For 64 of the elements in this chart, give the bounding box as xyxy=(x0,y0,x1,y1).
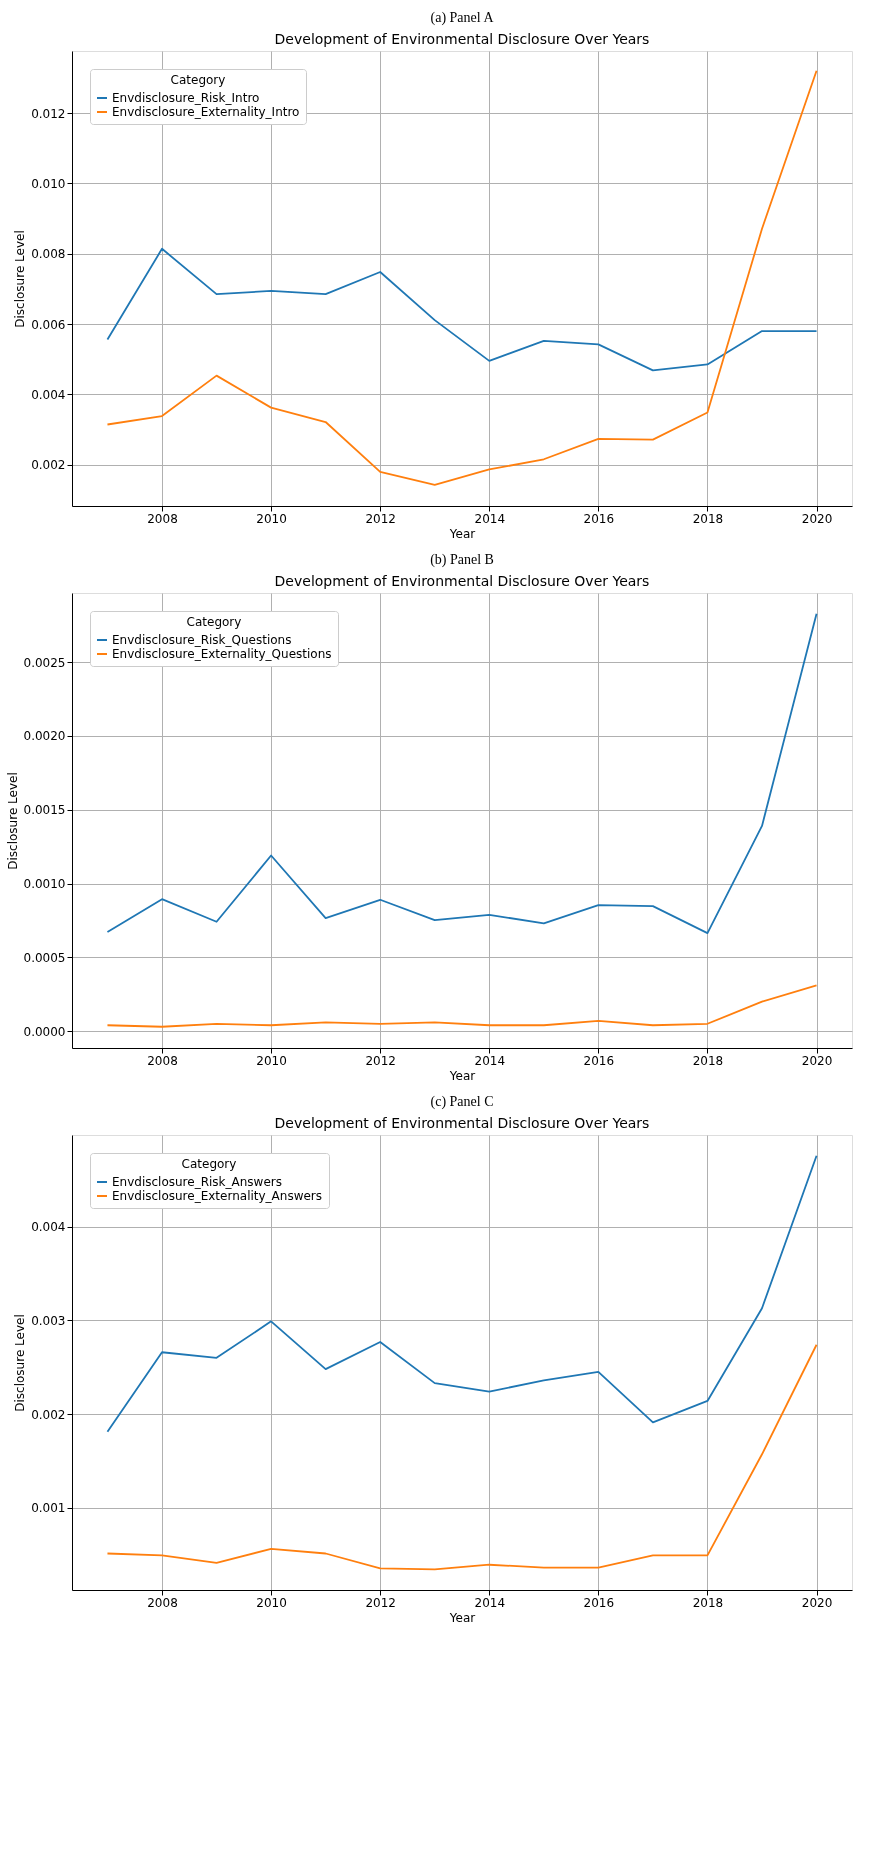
line-series xyxy=(106,1154,818,1433)
y-tick-label: 0.0015 xyxy=(23,803,66,818)
y-tick-label: 0.012 xyxy=(31,106,66,121)
y-tick-label: 0.0000 xyxy=(23,1024,66,1039)
legend-title: Category xyxy=(181,1157,237,1171)
x-axis-title: Year xyxy=(448,526,476,541)
x-tick-label: 2012 xyxy=(365,1053,396,1068)
x-tick-label: 2008 xyxy=(147,1053,178,1068)
x-tick-label: 2016 xyxy=(583,511,615,526)
x-tick-label: 2018 xyxy=(692,511,724,526)
line-series xyxy=(106,984,818,1028)
x-tick-label: 2008 xyxy=(147,1595,178,1610)
legend-label: Envdisclosure_Externality_Answers xyxy=(112,1189,323,1203)
y-tick-label: 0.004 xyxy=(31,1220,66,1235)
text: (a) Panel A xyxy=(430,10,495,26)
legend-label: Envdisclosure_Risk_Questions xyxy=(112,633,292,647)
text: (c) Panel C xyxy=(430,1094,494,1110)
x-axis-title: Year xyxy=(448,1610,476,1625)
x-tick-label: 2018 xyxy=(692,1053,724,1068)
x-tick-label: 2010 xyxy=(256,1053,287,1068)
legend-label: Envdisclosure_Risk_Answers xyxy=(112,1175,282,1189)
x-tick-label: 2016 xyxy=(583,1595,615,1610)
text: (b) Panel B xyxy=(430,552,494,568)
y-axis-title: Disclosure Level xyxy=(13,1314,28,1412)
y-tick-label: 0.010 xyxy=(31,176,66,191)
x-tick-label: 2016 xyxy=(583,1053,615,1068)
legend-label: Envdisclosure_Risk_Intro xyxy=(112,91,260,105)
x-tick-label: 2010 xyxy=(256,1595,287,1610)
legend-label: Envdisclosure_Externality_Questions xyxy=(112,647,332,661)
y-tick-label: 0.004 xyxy=(31,387,66,402)
y-tick-label: 0.0010 xyxy=(23,877,66,892)
x-tick-label: 2012 xyxy=(365,511,396,526)
x-tick-label: 2020 xyxy=(801,1595,833,1610)
chart-title: Development of Environmental Disclosure Over Years xyxy=(274,573,650,589)
y-tick-label: 0.0025 xyxy=(23,655,66,670)
legend-title: Category xyxy=(170,73,226,87)
y-tick-label: 0.002 xyxy=(31,1407,66,1422)
x-tick-label: 2020 xyxy=(801,511,833,526)
y-tick-label: 0.003 xyxy=(31,1313,66,1328)
chart-title: Development of Environmental Disclosure Over Years xyxy=(274,1115,650,1131)
x-tick-label: 2014 xyxy=(474,511,506,526)
line-series xyxy=(106,247,818,372)
line-series xyxy=(106,69,818,486)
y-tick-label: 0.002 xyxy=(31,458,66,473)
legend-title: Category xyxy=(186,615,242,629)
y-tick-label: 0.001 xyxy=(31,1501,66,1516)
x-tick-label: 2020 xyxy=(801,1053,833,1068)
x-tick-label: 2008 xyxy=(147,511,178,526)
line-series xyxy=(106,1343,818,1571)
y-axis-title: Disclosure Level xyxy=(5,772,20,870)
x-tick-label: 2014 xyxy=(474,1053,506,1068)
y-tick-label: 0.0005 xyxy=(23,950,66,965)
x-axis-title: Year xyxy=(448,1068,476,1083)
y-tick-label: 0.0020 xyxy=(23,729,66,744)
x-tick-label: 2018 xyxy=(692,1595,724,1610)
line-series xyxy=(106,612,818,935)
x-tick-label: 2014 xyxy=(474,1595,506,1610)
chart-title: Development of Environmental Disclosure Over Years xyxy=(274,31,650,47)
y-tick-label: 0.006 xyxy=(31,317,66,332)
y-axis-title: Disclosure Level xyxy=(13,230,28,328)
y-tick-label: 0.008 xyxy=(31,247,66,262)
x-tick-label: 2012 xyxy=(365,1595,396,1610)
x-tick-label: 2010 xyxy=(256,511,287,526)
legend-label: Envdisclosure_Externality_Intro xyxy=(112,105,300,119)
